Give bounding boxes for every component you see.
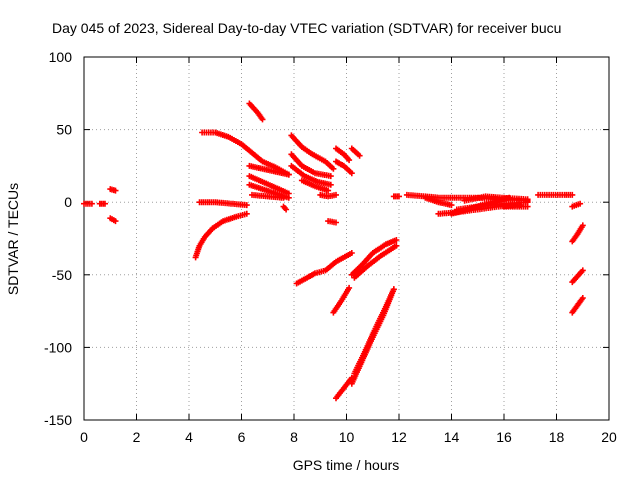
y-tick-label: 100 — [49, 49, 73, 65]
data-track — [390, 193, 402, 200]
series-s26 — [348, 237, 400, 278]
x-tick-label: 8 — [290, 429, 298, 445]
data-track — [107, 215, 119, 225]
y-tick-label: 0 — [64, 194, 72, 210]
series-s8 — [246, 100, 266, 123]
series-s21 — [333, 158, 355, 177]
series-s18 — [317, 191, 339, 200]
series-s38 — [535, 191, 576, 198]
data-track — [96, 200, 108, 207]
data-track — [569, 222, 586, 245]
x-axis-label: GPS time / hours — [293, 457, 400, 473]
data-track — [249, 191, 287, 201]
data-track — [351, 286, 397, 377]
data-track — [288, 132, 337, 172]
x-tick-label: 2 — [133, 429, 141, 445]
series-s9 — [246, 162, 292, 178]
x-tick-label: 6 — [238, 429, 246, 445]
series-s16 — [288, 162, 334, 188]
data-track — [199, 129, 292, 178]
series-s2 — [96, 200, 108, 207]
chart-title: Day 045 of 2023, Sidereal Day-to-day VTE… — [52, 20, 561, 36]
data-track — [351, 242, 400, 281]
series-s12 — [249, 191, 287, 201]
series-s1 — [81, 200, 95, 207]
data-track — [246, 100, 266, 123]
series-s30 — [390, 193, 402, 200]
data-track — [569, 200, 584, 210]
y-tick-label: -100 — [44, 339, 72, 355]
grid — [84, 57, 609, 420]
x-tick-label: 16 — [496, 429, 512, 445]
data-track — [501, 203, 531, 210]
series-s39 — [569, 200, 584, 210]
series-s36 — [448, 194, 513, 217]
data-track — [280, 203, 290, 213]
series-s15 — [288, 151, 334, 180]
series-s3 — [107, 186, 119, 194]
y-tick-label: -50 — [52, 267, 72, 283]
data-track — [333, 145, 353, 164]
data-track — [81, 200, 95, 207]
data-marks — [81, 100, 586, 402]
series-s25 — [333, 374, 355, 402]
series-s22 — [348, 145, 363, 159]
series-s17 — [298, 177, 332, 194]
x-tick-label: 20 — [601, 429, 617, 445]
data-track — [246, 162, 292, 178]
data-track — [107, 186, 119, 194]
data-track — [288, 162, 334, 188]
y-tick-label: 50 — [56, 122, 72, 138]
series-s14 — [288, 132, 337, 172]
series-s5 — [192, 210, 250, 261]
series-s24 — [330, 284, 353, 316]
data-track — [535, 191, 576, 198]
x-tick-label: 14 — [444, 429, 460, 445]
x-tick-label: 18 — [549, 429, 565, 445]
data-track — [325, 218, 339, 226]
data-track — [333, 158, 355, 177]
series-s20 — [333, 145, 353, 164]
series-s19 — [325, 218, 339, 226]
data-track — [317, 191, 339, 200]
series-s32 — [422, 194, 455, 209]
data-track — [448, 194, 513, 217]
data-track — [196, 199, 250, 209]
data-track — [288, 151, 334, 180]
series-s6 — [196, 199, 250, 209]
series-s37 — [501, 203, 531, 210]
x-tick-label: 10 — [339, 429, 355, 445]
series-s23 — [293, 250, 355, 287]
series-s4 — [107, 215, 119, 225]
data-track — [422, 194, 455, 209]
data-track — [293, 250, 355, 287]
x-tick-label: 4 — [185, 429, 193, 445]
series-s41 — [569, 267, 586, 286]
series-s29 — [351, 286, 397, 377]
axis-ticks: 0 2 4 6 8 10 12 14 16 18 20 100 50 0 -50 -100 -150 — [44, 49, 617, 445]
series-s13 — [280, 203, 290, 213]
data-track — [330, 284, 353, 316]
y-tick-label: -150 — [44, 412, 72, 428]
data-track — [348, 237, 400, 278]
x-tick-label: 12 — [391, 429, 407, 445]
y-axis-label: SDTVAR / TECUs — [5, 183, 21, 295]
series-s27 — [351, 242, 400, 281]
series-s42 — [569, 295, 586, 316]
series-s7 — [199, 129, 292, 178]
series-s40 — [569, 222, 586, 245]
data-track — [246, 173, 292, 197]
x-tick-label: 0 — [80, 429, 88, 445]
data-track — [569, 295, 586, 316]
series-s10 — [246, 173, 292, 197]
data-track — [348, 145, 363, 159]
data-track — [298, 177, 332, 194]
data-track — [569, 267, 586, 286]
data-track — [333, 374, 355, 402]
data-track — [192, 210, 250, 261]
